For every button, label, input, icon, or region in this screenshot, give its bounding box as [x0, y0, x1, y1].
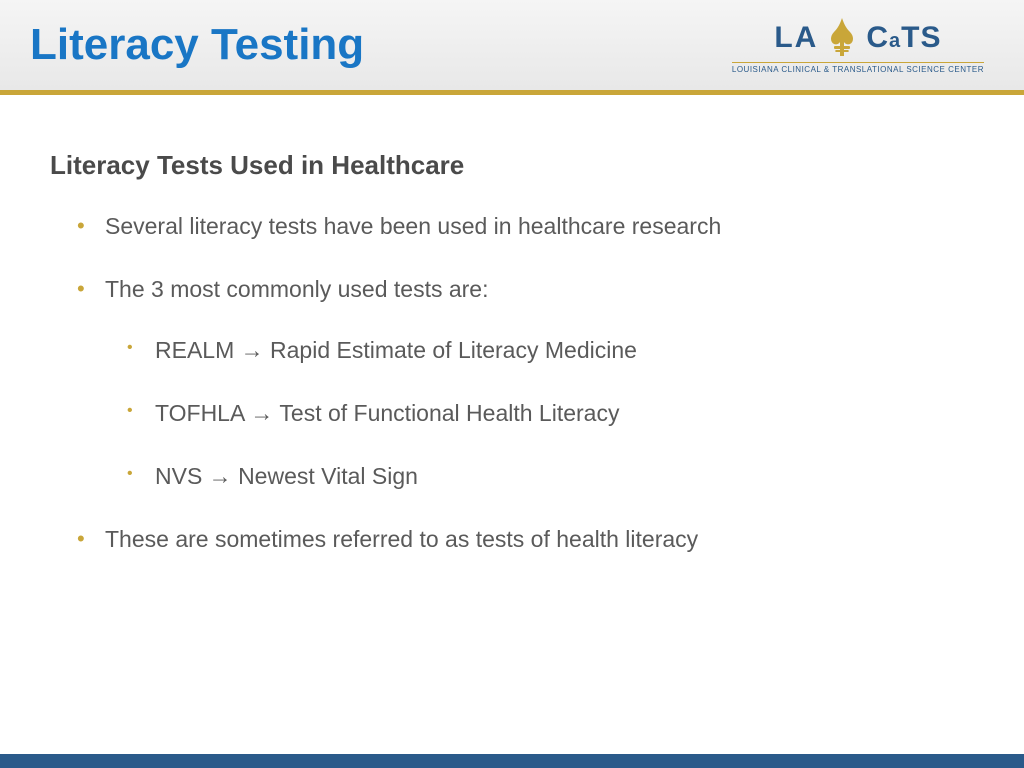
slide-header: Literacy Testing LA CaTS LOUISIANA CLINI…	[0, 0, 1024, 90]
sub-bullet-item: NVS → Newest Vital Sign	[155, 461, 974, 492]
logo-cats-text: CaTS	[866, 21, 941, 55]
bullet-item: These are sometimes referred to as tests…	[105, 524, 974, 555]
bullet-item: The 3 most commonly used tests are: REAL…	[105, 274, 974, 492]
logo-la-text: LA	[774, 21, 818, 55]
sub-bullet-item: REALM → Rapid Estimate of Literacy Medic…	[155, 335, 974, 366]
logo: LA CaTS LOUISIANA CLINICAL & TRANSLATION…	[732, 16, 984, 74]
bullet-text: The 3 most commonly used tests are:	[105, 276, 489, 302]
sub-bullet-item: TOFHLA → Test of Functional Health Liter…	[155, 398, 974, 429]
footer-bar	[0, 754, 1024, 768]
bullet-list: Several literacy tests have been used in…	[50, 211, 974, 555]
slide-title: Literacy Testing	[30, 20, 364, 70]
fleur-de-lis-icon	[824, 16, 860, 60]
logo-ts: TS	[901, 21, 941, 54]
slide-content: Literacy Tests Used in Healthcare Severa…	[0, 95, 1024, 555]
content-subtitle: Literacy Tests Used in Healthcare	[50, 150, 974, 181]
logo-c: C	[866, 21, 889, 54]
bullet-item: Several literacy tests have been used in…	[105, 211, 974, 242]
sub-bullet-list: REALM → Rapid Estimate of Literacy Medic…	[105, 335, 974, 492]
logo-a: a	[889, 30, 901, 52]
logo-subtitle: LOUISIANA CLINICAL & TRANSLATIONAL SCIEN…	[732, 62, 984, 74]
logo-top-row: LA CaTS	[774, 16, 941, 60]
